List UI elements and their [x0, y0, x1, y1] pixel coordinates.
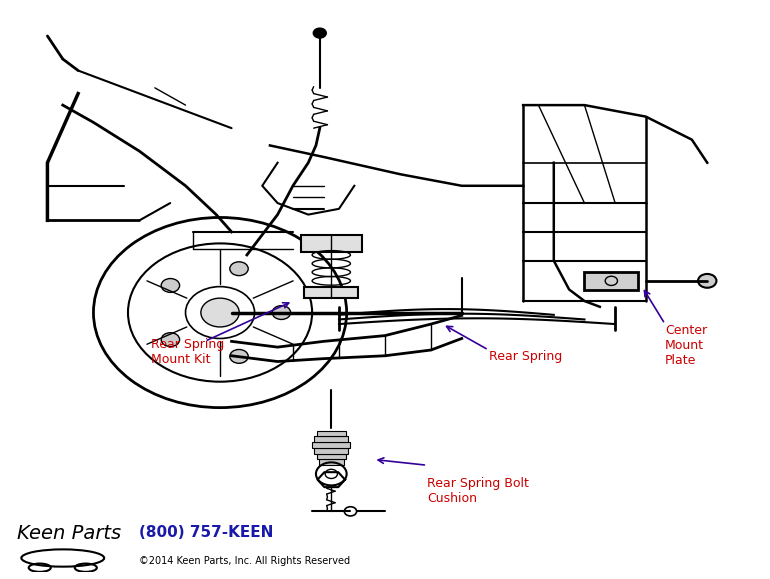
Circle shape	[161, 333, 179, 347]
FancyBboxPatch shape	[319, 460, 343, 466]
Circle shape	[273, 306, 290, 320]
Text: ©2014 Keen Parts, Inc. All Rights Reserved: ©2014 Keen Parts, Inc. All Rights Reserv…	[139, 556, 350, 566]
Text: Keen Parts: Keen Parts	[17, 524, 121, 543]
FancyBboxPatch shape	[312, 442, 350, 448]
Text: Rear Spring
Mount Kit: Rear Spring Mount Kit	[151, 339, 224, 367]
Text: (800) 757-KEEN: (800) 757-KEEN	[139, 525, 274, 540]
Circle shape	[229, 262, 248, 276]
Text: Rear Spring: Rear Spring	[489, 350, 562, 363]
FancyBboxPatch shape	[314, 437, 348, 442]
Circle shape	[229, 350, 248, 363]
FancyBboxPatch shape	[314, 448, 348, 454]
FancyBboxPatch shape	[584, 272, 638, 290]
FancyBboxPatch shape	[316, 431, 346, 437]
FancyBboxPatch shape	[316, 454, 346, 460]
Circle shape	[201, 298, 239, 327]
Circle shape	[161, 278, 179, 292]
Circle shape	[313, 28, 326, 38]
Circle shape	[698, 274, 716, 288]
Text: Center
Mount
Plate: Center Mount Plate	[665, 324, 707, 367]
FancyBboxPatch shape	[300, 234, 362, 252]
FancyBboxPatch shape	[304, 287, 358, 298]
Text: Rear Spring Bolt
Cushion: Rear Spring Bolt Cushion	[427, 477, 529, 505]
